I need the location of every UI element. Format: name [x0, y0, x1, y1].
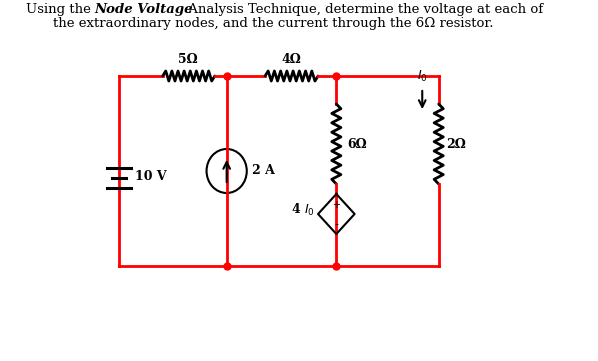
Text: Node Voltage: Node Voltage [94, 3, 193, 16]
Text: 4 $I_0$: 4 $I_0$ [291, 202, 315, 218]
Text: +: + [332, 200, 340, 210]
Text: -: - [334, 219, 338, 229]
Text: 2 A: 2 A [252, 165, 275, 178]
Text: Using the: Using the [26, 3, 94, 16]
Text: Analysis Technique, determine the voltage at each of: Analysis Technique, determine the voltag… [184, 3, 543, 16]
Text: 10 V: 10 V [135, 170, 167, 183]
Text: $I_0$: $I_0$ [417, 69, 428, 84]
Text: 5Ω: 5Ω [178, 53, 198, 66]
Text: 2Ω: 2Ω [446, 138, 466, 151]
Text: 4Ω: 4Ω [282, 53, 301, 66]
Text: 6Ω: 6Ω [347, 138, 367, 151]
Text: the extraordinary nodes, and the current through the 6Ω resistor.: the extraordinary nodes, and the current… [53, 17, 493, 30]
